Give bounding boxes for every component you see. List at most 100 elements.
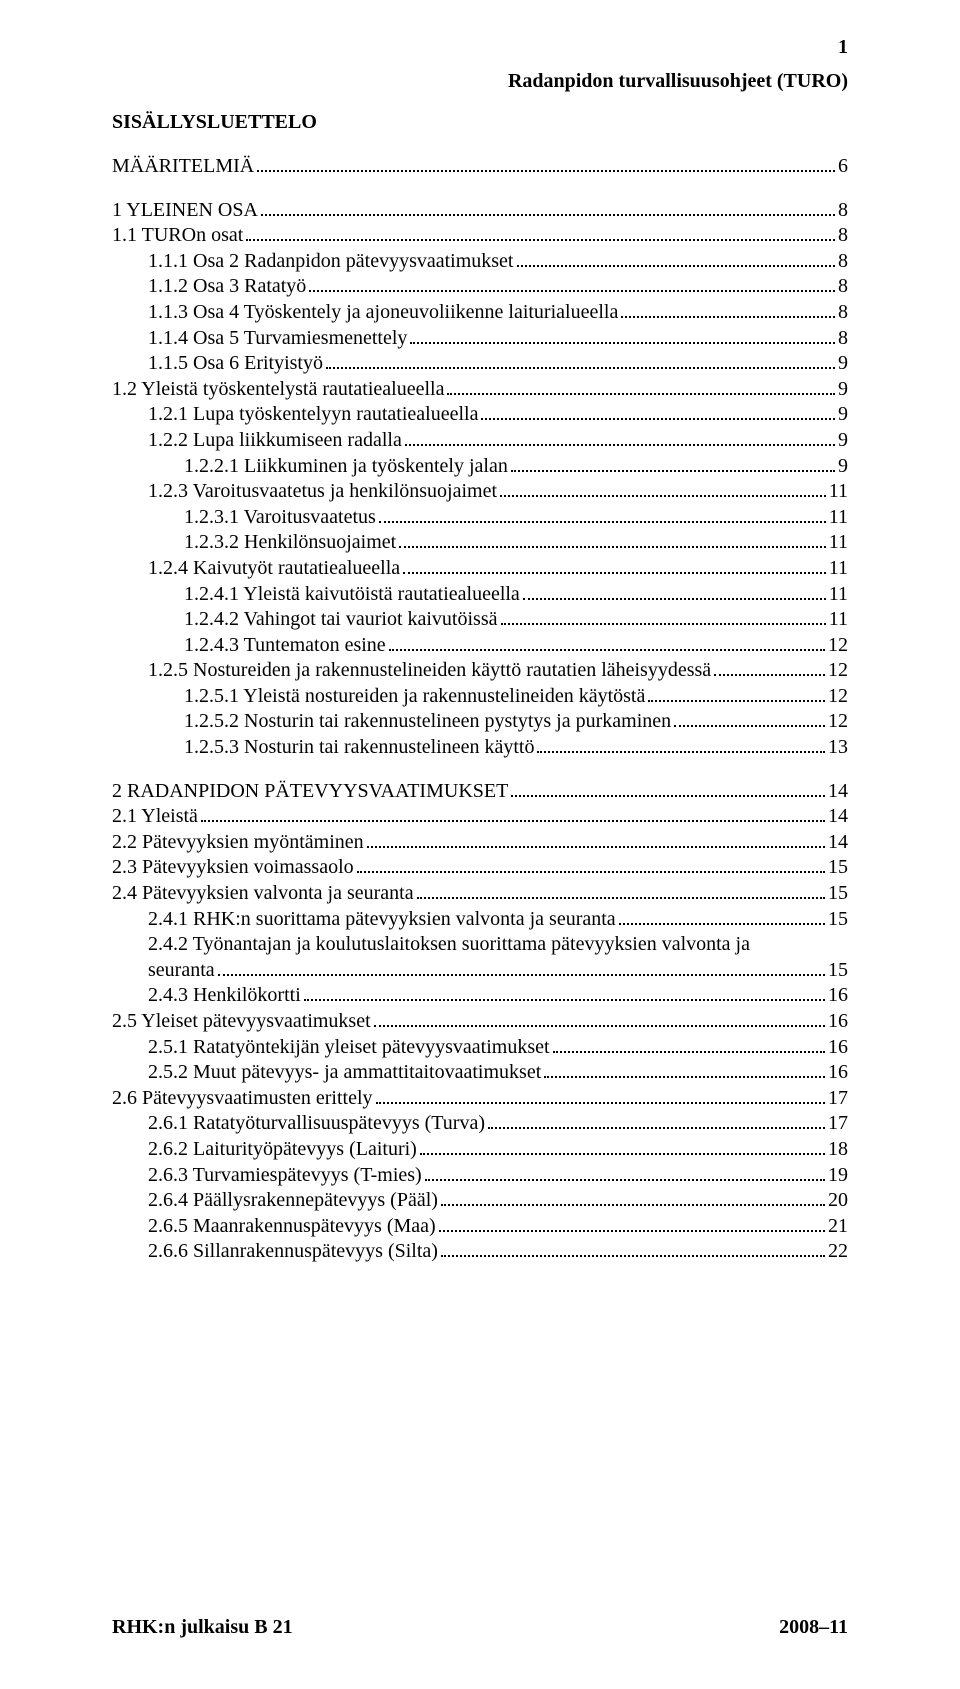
toc-page-number: 11 (829, 607, 848, 633)
toc-label: 2.6.5 Maanrakennuspätevyys (Maa) (148, 1214, 436, 1240)
toc-entry: 2.5.2 Muut pätevyys- ja ammattitaitovaat… (112, 1060, 848, 1086)
toc-leader-dots (648, 700, 825, 702)
toc-label: 2.6.6 Sillanrakennuspätevyys (Silta) (148, 1239, 438, 1265)
toc-leader-dots (389, 649, 825, 651)
toc-leader-dots (674, 725, 825, 727)
page-footer: RHK:n julkaisu B 21 2008–11 (112, 1616, 848, 1639)
toc-page-number: 16 (828, 1060, 848, 1086)
toc-entry: 2.4 Pätevyyksien valvonta ja seuranta15 (112, 881, 848, 907)
toc-leader-dots (441, 1204, 825, 1206)
toc-page-number: 12 (828, 633, 848, 659)
toc-page-number: 11 (829, 530, 848, 556)
toc-entry: 1.2.4.3 Tuntematon esine12 (112, 633, 848, 659)
toc-entry: 2.6.4 Päällysrakennepätevyys (Pääl)20 (112, 1188, 848, 1214)
toc-leader-dots (553, 1051, 825, 1053)
toc-entry: 1.1.3 Osa 4 Työskentely ja ajoneuvoliike… (112, 300, 848, 326)
toc-page-number: 8 (838, 326, 848, 352)
toc-page-number: 16 (828, 1009, 848, 1035)
toc-label: 1.2.4 Kaivutyöt rautatiealueella (148, 556, 400, 582)
toc-entry: 2.6.3 Turvamiespätevyys (T-mies)19 (112, 1163, 848, 1189)
toc-entry: 1.2 Yleistä työskentelystä rautatiealuee… (112, 377, 848, 403)
toc-leader-dots (544, 1076, 825, 1078)
toc-page-number: 21 (828, 1214, 848, 1240)
toc-title: SISÄLLYSLUETTELO (112, 111, 848, 134)
toc-label: 1.2.3.1 Varoitusvaatetus (184, 505, 376, 531)
toc-leader-dots (304, 999, 825, 1001)
toc-entry: 2.6.6 Sillanrakennuspätevyys (Silta) 22 (112, 1239, 848, 1265)
toc-page-number: 9 (838, 454, 848, 480)
toc-page-number: 9 (838, 428, 848, 454)
toc-entry: 1.2.5.3 Nosturin tai rakennustelineen kä… (112, 735, 848, 761)
toc-leader-dots (500, 495, 826, 497)
toc-page-number: 12 (828, 709, 848, 735)
toc-page-number: 8 (838, 300, 848, 326)
toc-label: 1.1.5 Osa 6 Erityistyö (148, 351, 323, 377)
toc-label: 2.6.3 Turvamiespätevyys (T-mies) (148, 1163, 422, 1189)
toc-page-number: 17 (828, 1086, 848, 1112)
toc-label: 2.4.1 RHK:n suorittama pätevyyksien valv… (148, 907, 616, 933)
toc-label: 1.2.2 Lupa liikkumiseen radalla (148, 428, 402, 454)
toc-leader-dots (481, 418, 835, 420)
toc-label: 1.2.5.3 Nosturin tai rakennustelineen kä… (184, 735, 534, 761)
footer-right: 2008–11 (779, 1616, 848, 1639)
toc-entry: 2.5.1 Ratatyöntekijän yleiset pätevyysva… (112, 1035, 848, 1061)
toc-page-number: 9 (838, 377, 848, 403)
toc-label: 2.2 Pätevyyksien myöntäminen (112, 830, 364, 856)
toc-leader-dots (517, 265, 836, 267)
toc-leader-dots (621, 316, 835, 318)
toc-label: 1.2.3.2 Henkilönsuojaimet (184, 530, 396, 556)
toc-page-number: 8 (838, 223, 848, 249)
toc-page-number: 16 (828, 1035, 848, 1061)
toc-label: 2.5 Yleiset pätevyysvaatimukset (112, 1009, 371, 1035)
toc-label: 1.1.1 Osa 2 Radanpidon pätevyysvaatimuks… (148, 249, 514, 275)
toc-entry: 1.2.3 Varoitusvaatetus ja henkilönsuojai… (112, 479, 848, 505)
toc-label: 1.2.5.2 Nosturin tai rakennustelineen py… (184, 709, 671, 735)
footer-left: RHK:n julkaisu B 21 (112, 1616, 293, 1639)
toc-leader-dots (201, 820, 825, 822)
toc-leader-dots (257, 170, 835, 172)
toc-page-number: 8 (838, 274, 848, 300)
top-header: Radanpidon turvallisuusohjeet (TURO) (112, 70, 848, 93)
toc-entry: 1.2.1 Lupa työskentelyyn rautatiealueell… (112, 402, 848, 428)
toc-entry: MÄÄRITELMIÄ6 (112, 154, 848, 180)
toc-page-number: 11 (829, 582, 848, 608)
toc-entry: 1.2.3.2 Henkilönsuojaimet 11 (112, 530, 848, 556)
toc-label: 1.2.3 Varoitusvaatetus ja henkilönsuojai… (148, 479, 497, 505)
toc-page-number: 9 (838, 351, 848, 377)
toc-entry: 2.6.2 Laiturityöpätevyys (Laituri)18 (112, 1137, 848, 1163)
toc-entry: 1.2.5.2 Nosturin tai rakennustelineen py… (112, 709, 848, 735)
toc-page-number: 17 (828, 1111, 848, 1137)
toc-label: 1.1.4 Osa 5 Turvamiesmenettely (148, 326, 407, 352)
toc-page-number: 11 (829, 479, 848, 505)
toc-entry: 2.1 Yleistä14 (112, 804, 848, 830)
toc-leader-dots (425, 1179, 825, 1181)
toc-entry: 1.2.2 Lupa liikkumiseen radalla 9 (112, 428, 848, 454)
toc-page-number: 11 (829, 505, 848, 531)
toc-page-number: 18 (828, 1137, 848, 1163)
toc-label: 1.1.3 Osa 4 Työskentely ja ajoneuvoliike… (148, 300, 618, 326)
toc-leader-dots (417, 897, 825, 899)
toc-page-number: 22 (828, 1239, 848, 1265)
toc-leader-dots (399, 546, 826, 548)
toc-leader-dots (511, 470, 835, 472)
toc-entry: 2.2 Pätevyyksien myöntäminen14 (112, 830, 848, 856)
toc-entry: 1.2.3.1 Varoitusvaatetus 11 (112, 505, 848, 531)
toc-label: 2.6.1 Ratatyöturvallisuuspätevyys (Turva… (148, 1111, 485, 1137)
toc-entry: 2.6.1 Ratatyöturvallisuuspätevyys (Turva… (112, 1111, 848, 1137)
toc-label: 2.4.2 Työnantajan ja koulutuslaitoksen s… (148, 932, 848, 958)
toc-leader-dots (246, 239, 835, 241)
toc-leader-dots (488, 1127, 825, 1129)
toc-entry: 2.4.1 RHK:n suorittama pätevyyksien valv… (112, 907, 848, 933)
toc-label: 1 YLEINEN OSA (112, 198, 258, 224)
toc-page-number: 12 (828, 684, 848, 710)
toc-page-number: 12 (828, 658, 848, 684)
toc-entry: 2.5 Yleiset pätevyysvaatimukset 16 (112, 1009, 848, 1035)
toc-leader-dots (405, 444, 835, 446)
toc-label: 1.2.1 Lupa työskentelyyn rautatiealueell… (148, 402, 478, 428)
toc-entry: 1.2.5.1 Yleistä nostureiden ja rakennust… (112, 684, 848, 710)
toc-leader-dots (379, 521, 826, 523)
toc-leader-dots (403, 572, 826, 574)
toc-entry: 1.1 TUROn osat8 (112, 223, 848, 249)
toc-label: 2.5.1 Ratatyöntekijän yleiset pätevyysva… (148, 1035, 550, 1061)
toc-page-number: 20 (828, 1188, 848, 1214)
